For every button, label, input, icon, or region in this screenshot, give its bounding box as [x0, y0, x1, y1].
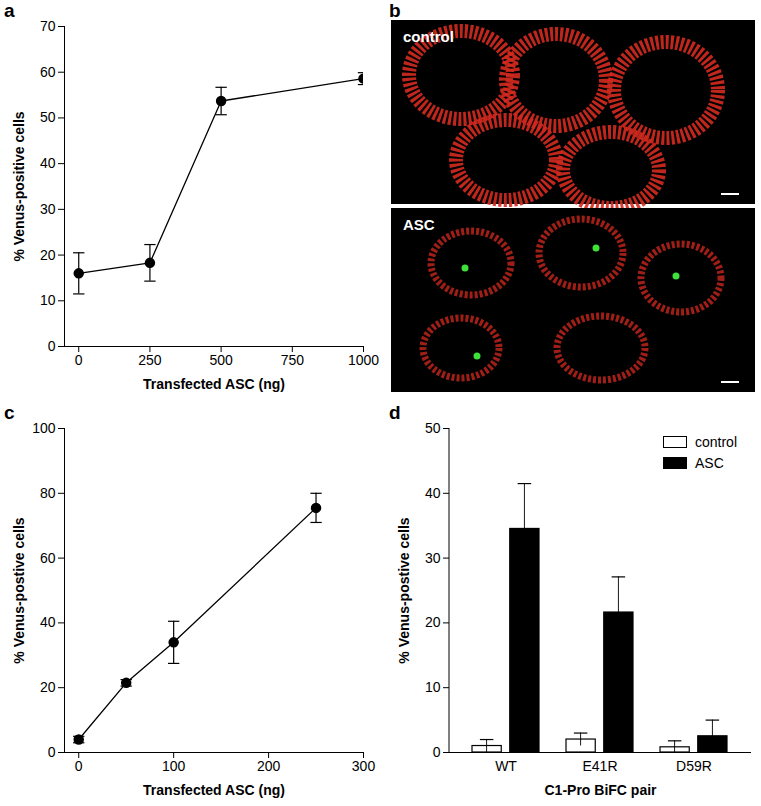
svg-text:Transfected ASC (ng): Transfected ASC (ng): [143, 782, 285, 798]
svg-text:Transfected ASC (ng): Transfected ASC (ng): [143, 376, 285, 392]
svg-text:100: 100: [32, 420, 56, 436]
svg-text:60: 60: [40, 550, 56, 566]
html-text:c: c: [4, 402, 15, 423]
svg-text:500: 500: [209, 352, 233, 368]
svg-text:60: 60: [40, 64, 56, 80]
html-text:ASC: ASC: [695, 455, 724, 471]
svg-text:20: 20: [40, 247, 56, 263]
svg-text:10: 10: [425, 679, 441, 695]
svg-text:40: 40: [40, 155, 56, 171]
html-text:control: control: [695, 434, 737, 450]
svg-text:10: 10: [40, 292, 56, 308]
svg-text:70: 70: [40, 18, 56, 34]
svg-text:300: 300: [352, 758, 376, 774]
svg-text:40: 40: [40, 614, 56, 630]
svg-text:250: 250: [138, 352, 162, 368]
svg-text:E41R: E41R: [582, 758, 617, 774]
html-text:d: d: [389, 402, 401, 423]
svg-text:ASC: ASC: [403, 216, 435, 233]
svg-text:0: 0: [75, 758, 83, 774]
svg-text:200: 200: [257, 758, 281, 774]
svg-text:% Venus-postive cells: % Venus-postive cells: [396, 517, 412, 663]
svg-text:30: 30: [425, 550, 441, 566]
svg-text:40: 40: [425, 485, 441, 501]
svg-text:1000: 1000: [348, 352, 379, 368]
svg-text:50: 50: [425, 420, 441, 436]
svg-text:D59R: D59R: [676, 758, 712, 774]
svg-text:0: 0: [75, 352, 83, 368]
svg-text:20: 20: [425, 614, 441, 630]
svg-text:20: 20: [40, 679, 56, 695]
svg-text:WT: WT: [495, 758, 517, 774]
svg-text:C1-Pro BiFC pair: C1-Pro BiFC pair: [544, 782, 657, 798]
html-text:a: a: [4, 0, 15, 21]
svg-text:0: 0: [48, 338, 56, 354]
svg-text:% Venus-postive cells: % Venus-postive cells: [11, 517, 27, 663]
svg-text:750: 750: [281, 352, 305, 368]
html-text:b: b: [389, 0, 401, 21]
svg-text:30: 30: [40, 201, 56, 217]
svg-text:control: control: [403, 28, 454, 45]
svg-text:0: 0: [433, 744, 441, 760]
svg-text:% Venus-positive cells: % Venus-positive cells: [11, 111, 27, 261]
svg-text:50: 50: [40, 109, 56, 125]
svg-text:100: 100: [162, 758, 186, 774]
svg-text:0: 0: [48, 744, 56, 760]
svg-text:80: 80: [40, 485, 56, 501]
